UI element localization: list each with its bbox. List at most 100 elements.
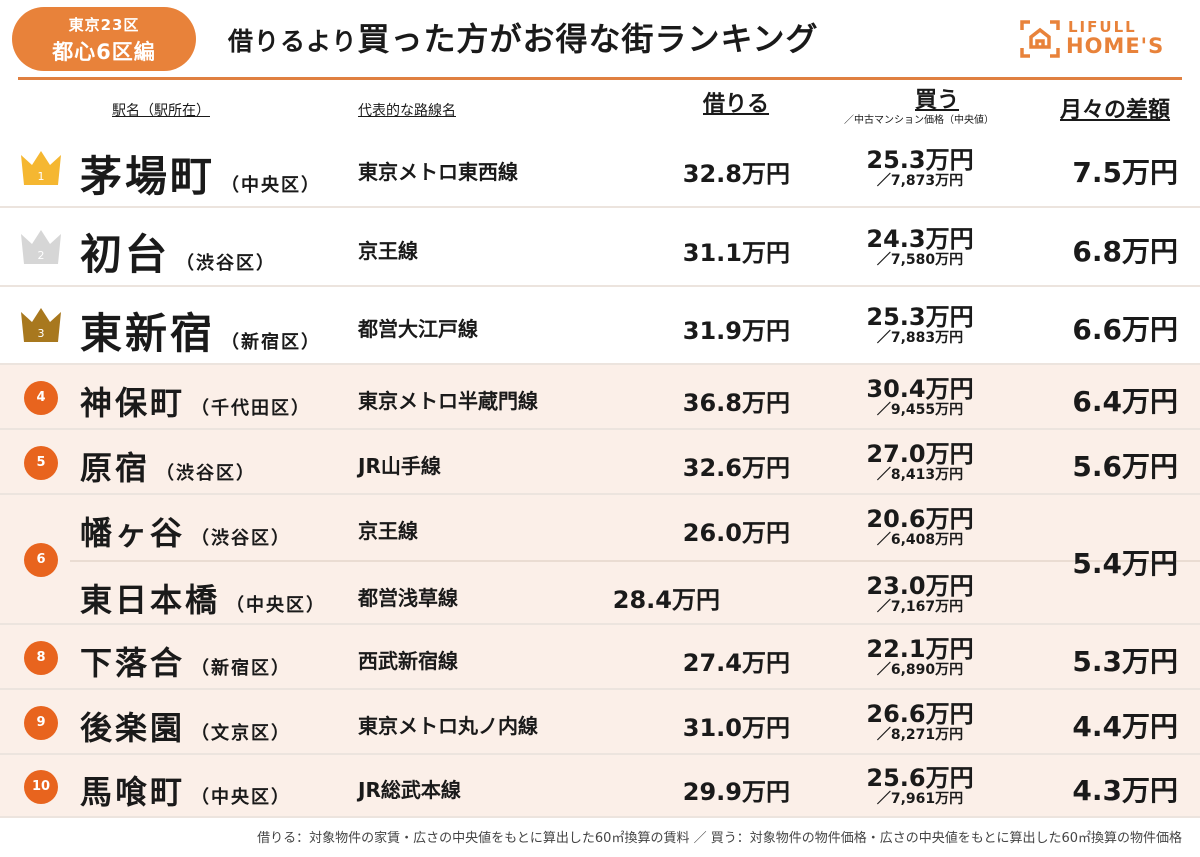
station-entry: 原宿 （渋谷区） JR山手線 32.6万円 27.0万円 ／8,413万円 [0,430,1200,495]
ranking-row: 5 原宿 （渋谷区） JR山手線 32.6万円 27.0万円 ／8,413万円 5.6万円 [0,430,1200,495]
station-name: 下落合 （新宿区） [80,638,291,684]
station-ward: （中央区） [226,594,327,616]
buy-price: ／7,873万円 [876,173,964,189]
buy-value: 25.3万円 ／7,873万円 [860,147,980,189]
rank-number: 6 [24,543,58,577]
monthly-difference: 7.5万円 [1072,156,1178,189]
buy-monthly: 25.3万円 [866,303,974,331]
ranking-row: 2 初台 （渋谷区） 京王線 31.1万円 24.3万円 ／7,580万円 6.8万円 [0,208,1200,287]
buy-monthly: 23.0万円 [866,571,974,600]
crown-icon: 2 [18,226,64,272]
buy-value: 22.1万円 ／6,890万円 [860,636,980,678]
station-name: 茅場町 （中央区） [80,143,321,204]
rank-circle-icon: 6 [18,543,58,577]
rent-value: 31.0万円 [682,713,790,742]
buy-monthly: 20.6万円 [866,504,974,533]
buy-price: ／6,890万円 [876,661,964,678]
buy-value: 25.6万円 ／7,961万円 [860,765,980,807]
rent-value: 36.8万円 [682,388,790,417]
rank-number: 3 [38,327,45,340]
ranking-row: 10 馬喰町 （中央区） JR総武本線 29.9万円 25.6万円 ／7,961万円 4.3万… [0,755,1200,818]
ranking-row: 1 茅場町 （中央区） 東京メトロ東西線 32.8万円 25.3万円 ／7,873万円 7.5… [0,130,1200,208]
station-name: 初台 （渋谷区） [80,221,276,282]
rank-number: 5 [24,445,58,480]
buy-price: ／7,580万円 [876,251,964,268]
buy-monthly: 30.4万円 [866,374,974,403]
buy-value: 30.4万円 ／9,455万円 [860,376,980,418]
buy-value: 24.3万円 ／7,580万円 [860,226,980,268]
buy-value: 26.6万円 ／8,271万円 [860,701,980,743]
station-ward: （渋谷区） [156,462,257,484]
train-line: 東京メトロ東西線 [358,160,518,184]
crown-icon: 3 [18,304,64,350]
col-station-header: 駅名（駅所在） [112,103,210,119]
buy-value: 27.0万円 ／8,413万円 [860,441,980,483]
ranking-row: 9 後楽園 （文京区） 東京メトロ丸ノ内線 31.0万円 26.6万円 ／8,271万円 4.… [0,690,1200,755]
buy-monthly: 24.3万円 [866,224,974,253]
station-entry: 馬喰町 （中央区） JR総武本線 29.9万円 25.6万円 ／7,961万円 [0,755,1200,818]
train-line: 東京メトロ丸ノ内線 [358,713,538,738]
col-buy-note: ／中古マンション価格（中央値） [844,115,994,126]
station-ward: （中央区） [221,174,322,196]
ranking-table: 1 茅場町 （中央区） 東京メトロ東西線 32.8万円 25.3万円 ／7,873万円 7.5… [0,130,1200,818]
rent-value: 28.4万円 [612,585,720,614]
train-line: 京王線 [358,238,418,263]
station-name: 馬喰町 （中央区） [80,767,291,813]
station-name: 東日本橋 （中央区） [80,575,326,621]
buy-monthly: 22.1万円 [866,634,974,663]
rank-circle-icon: 8 [18,640,58,675]
station-name-text: 幡ヶ谷 [80,513,186,552]
buy-monthly: 27.0万円 [866,439,974,468]
ranking-row: 6 幡ヶ谷 （渋谷区） 京王線 26.0万円 20.6万円 ／6,408万円 東日本橋 （中央区… [0,495,1200,625]
station-entry: 後楽園 （文京区） 東京メトロ丸ノ内線 31.0万円 26.6万円 ／8,271万円 [0,690,1200,755]
buy-value: 25.3万円 ／7,883万円 [860,304,980,346]
rank-number: 10 [24,769,58,804]
rent-value: 29.9万円 [682,777,790,806]
station-entry: 下落合 （新宿区） 西武新宿線 27.4万円 22.1万円 ／6,890万円 [0,625,1200,690]
station-entry: 東新宿 （新宿区） 都営大江戸線 31.9万円 25.3万円 ／7,883万円 [0,287,1200,365]
station-name: 原宿 （渋谷区） [80,443,256,489]
station-entry: 東日本橋 （中央区） 都営浅草線 28.4万円 23.0万円 ／7,167万円 [70,560,1200,625]
title-main: 買った方がお得な街ランキング [357,20,819,58]
station-name-text: 原宿 [80,448,151,487]
buy-price: ／7,883万円 [876,330,964,346]
station-name: 東新宿 （新宿区） [80,300,321,361]
rank-number: 4 [24,380,58,415]
rank-circle-icon: 5 [18,445,58,480]
buy-price: ／7,961万円 [876,790,964,807]
buy-monthly: 25.3万円 [866,146,974,174]
train-line: 都営大江戸線 [358,317,478,341]
ranking-row: 4 神保町 （千代田区） 東京メトロ半蔵門線 36.8万円 30.4万円 ／9,455万円 6… [0,365,1200,430]
buy-price: ／8,271万円 [876,726,964,743]
page-title: 借りるより買った方がお得な街ランキング [228,14,819,60]
ranking-row: 3 東新宿 （新宿区） 都営大江戸線 31.9万円 25.3万円 ／7,883万円 6.6万円 [0,287,1200,365]
district-badge-line2: 都心6区編 [52,40,156,64]
buy-price: ／8,413万円 [876,466,964,483]
rent-value: 27.4万円 [682,648,790,677]
monthly-difference: 5.6万円 [1072,449,1178,483]
rent-value: 31.9万円 [682,317,790,345]
rank-number: 8 [24,640,58,675]
station-name: 後楽園 （文京区） [80,703,291,749]
station-entry: 茅場町 （中央区） 東京メトロ東西線 32.8万円 25.3万円 ／7,873万円 [0,130,1200,208]
station-name-text: 東日本橋 [80,580,221,619]
monthly-difference: 6.6万円 [1072,313,1178,346]
buy-price: ／6,408万円 [876,531,964,548]
monthly-difference: 4.3万円 [1072,773,1178,807]
crown-icon: 1 [18,147,64,193]
station-entry: 初台 （渋谷区） 京王線 31.1万円 24.3万円 ／7,580万円 [0,208,1200,287]
rank-circle-icon: 4 [18,380,58,415]
col-diff-header: 月々の差額 [1060,98,1171,123]
station-name-text: 東新宿 [80,308,216,358]
train-line: 東京メトロ半蔵門線 [358,388,538,413]
station-name: 神保町 （千代田区） [80,378,311,424]
rent-value: 31.1万円 [682,238,790,267]
district-badge: 東京23区 都心6区編 [12,7,196,71]
monthly-difference: 4.4万円 [1072,709,1178,743]
monthly-difference: 6.4万円 [1072,384,1178,418]
buy-price: ／9,455万円 [876,401,964,418]
col-rent-header: 借りる [703,92,770,117]
buy-price: ／7,167万円 [876,598,964,615]
station-name-text: 神保町 [80,383,186,422]
train-line: 京王線 [358,518,418,543]
